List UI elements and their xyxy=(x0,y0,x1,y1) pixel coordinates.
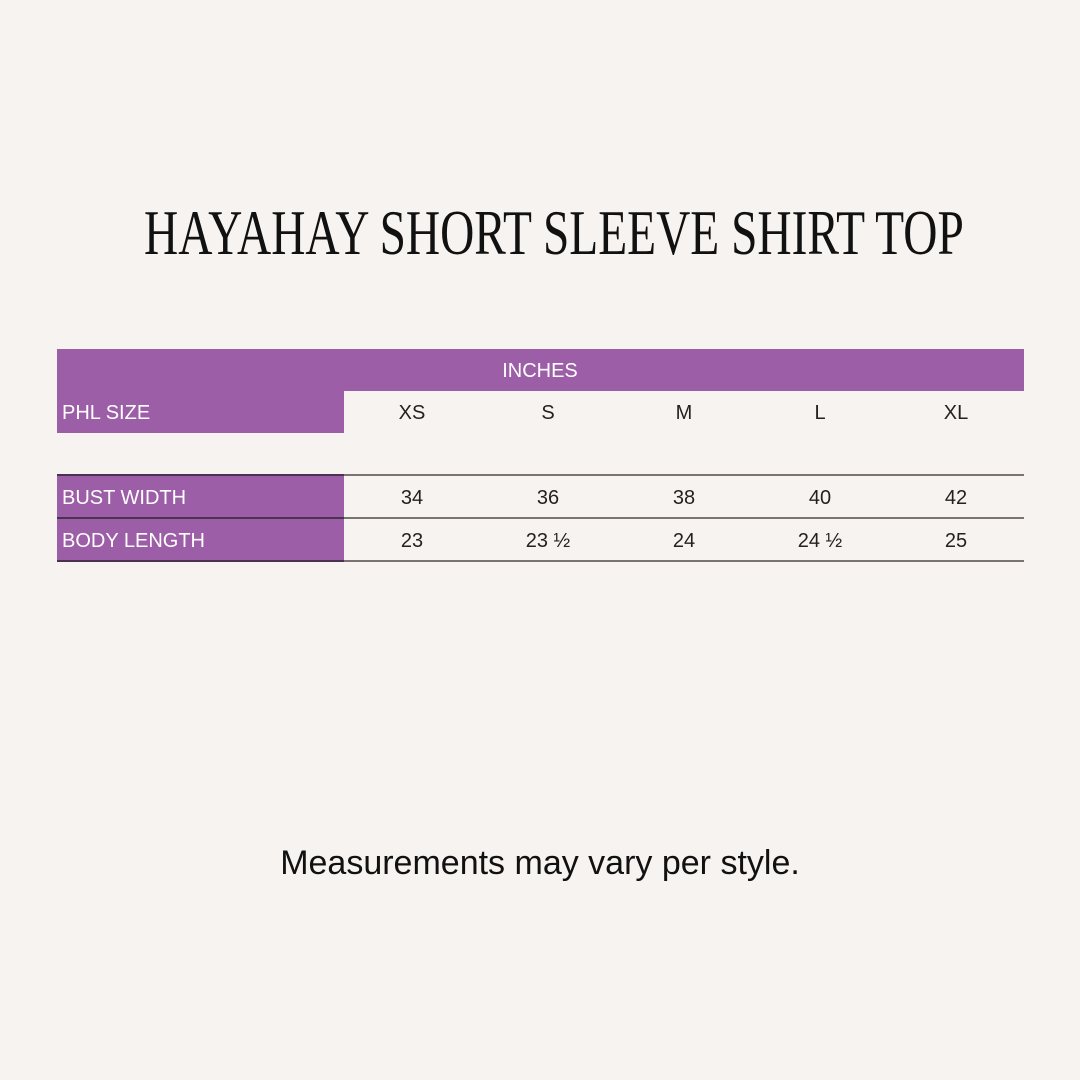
table-cell: 36 xyxy=(536,487,560,509)
table-cell: 23 xyxy=(400,530,424,552)
row-divider xyxy=(57,560,1024,562)
footnote: Measurements may vary per style. xyxy=(280,844,800,882)
row-label-bust-width: BUST WIDTH xyxy=(57,475,344,518)
units-header: INCHES xyxy=(502,360,578,382)
size-xs: XS xyxy=(398,402,426,424)
row-divider xyxy=(57,517,1024,519)
size-xl: XL xyxy=(943,402,969,424)
size-l: L xyxy=(814,402,826,424)
row-divider xyxy=(57,474,1024,476)
table-cell: 25 xyxy=(944,530,968,552)
header-band xyxy=(57,349,1024,391)
page-title: HAYAHAY SHORT SLEEVE SHIRT TOP xyxy=(0,196,1080,270)
size-m: M xyxy=(675,402,693,424)
table-cell: 34 xyxy=(400,487,424,509)
title-text: HAYAHAY SHORT SLEEVE SHIRT TOP xyxy=(144,197,964,268)
table-cell: 23 ½ xyxy=(525,530,571,552)
table-cell: 40 xyxy=(808,487,832,509)
row-label-body-length: BODY LENGTH xyxy=(57,518,344,561)
table-cell: 24 ½ xyxy=(797,530,843,552)
table-cell: 38 xyxy=(672,487,696,509)
table-cell: 42 xyxy=(944,487,968,509)
size-label: PHL SIZE xyxy=(57,391,344,433)
table-cell: 24 xyxy=(672,530,696,552)
size-s: S xyxy=(541,402,555,424)
